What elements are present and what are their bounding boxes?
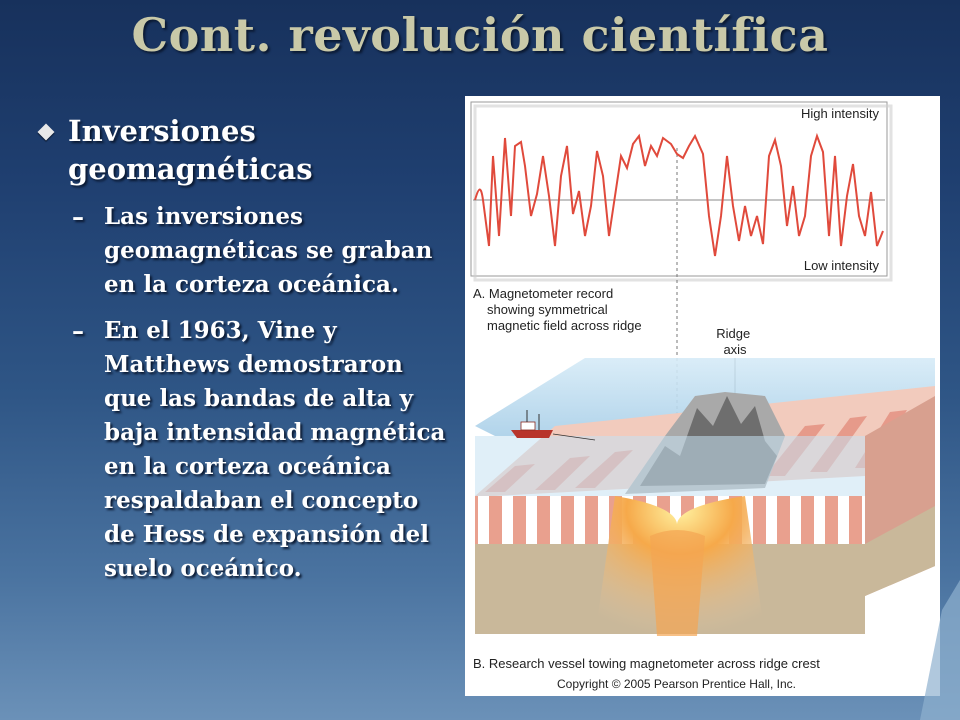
- ridge-label-line-1: Ridge: [716, 326, 750, 341]
- sub-bullet-1: – Las inversiones geomagnéticas se graba…: [72, 200, 454, 302]
- slide-content: Inversiones geomagnéticas – Las inversio…: [34, 112, 454, 586]
- ridge-block-diagram: [475, 358, 935, 636]
- sub-bullet-text: Las inversiones geomagnéticas se graban …: [104, 203, 433, 298]
- svg-text:Ridge axis: Ridge axis: [716, 326, 754, 357]
- slide-title: Cont. revolución científica: [131, 8, 829, 62]
- main-bullet-text: Inversiones geomagnéticas: [68, 114, 313, 186]
- caption-b: B. Research vessel towing magnetometer a…: [473, 656, 820, 671]
- caption-a-line-3: magnetic field across ridge: [487, 318, 642, 333]
- ridge-label-line-2: axis: [723, 342, 747, 357]
- svg-text:A. Magnetometer record s: A. Magnetometer record showing symmetric…: [473, 286, 642, 333]
- mountain-decoration: [920, 580, 960, 720]
- dash-marker: –: [72, 202, 84, 231]
- magnetometer-trace: [474, 132, 884, 257]
- low-intensity-label: Low intensity: [804, 258, 880, 273]
- high-intensity-label: High intensity: [801, 106, 880, 121]
- copyright-text: Copyright © 2005 Pearson Prentice Hall, …: [557, 677, 796, 691]
- dash-marker: –: [72, 316, 84, 345]
- main-bullet: Inversiones geomagnéticas: [34, 112, 454, 188]
- magnetometer-figure: High intensity Low intensity A. Magnetom…: [465, 96, 940, 696]
- research-vessel-icon: [511, 410, 596, 441]
- sub-bullet-2: – En el 1963, Vine y Matthews demostraro…: [72, 314, 454, 586]
- diamond-bullet-icon: [37, 123, 55, 141]
- caption-a-line-2: showing symmetrical: [487, 302, 608, 317]
- sub-bullet-text: En el 1963, Vine y Matthews demostraron …: [104, 317, 446, 582]
- magnetometer-chart: High intensity Low intensity: [470, 101, 893, 436]
- caption-a-line-1: A. Magnetometer record: [473, 286, 613, 301]
